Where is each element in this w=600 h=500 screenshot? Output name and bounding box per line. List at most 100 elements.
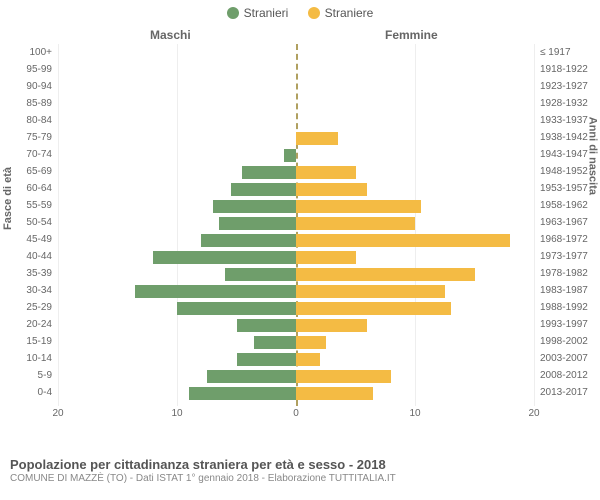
legend-label-female: Straniere: [325, 6, 374, 20]
y-label-birth: ≤ 1917: [540, 47, 600, 58]
legend-swatch-female: [308, 7, 320, 19]
bar-female: [296, 217, 415, 230]
y-label-age: 35-39: [7, 268, 52, 279]
bar-male: [254, 336, 296, 349]
x-tick-label: 10: [409, 408, 420, 419]
bar-male: [153, 251, 296, 264]
bar-male: [219, 217, 296, 230]
y-label-birth: 1988-1992: [540, 302, 600, 313]
bar-female: [296, 251, 356, 264]
heading-female: Femmine: [385, 28, 438, 42]
bar-female: [296, 370, 391, 383]
x-tick-label: 20: [52, 408, 63, 419]
y-label-age: 45-49: [7, 234, 52, 245]
bar-female: [296, 183, 367, 196]
age-row: [58, 165, 534, 180]
age-row: [58, 250, 534, 265]
age-row: [58, 301, 534, 316]
age-row: [58, 233, 534, 248]
y-label-birth: 1918-1922: [540, 64, 600, 75]
legend-label-male: Stranieri: [244, 6, 289, 20]
bar-male: [189, 387, 296, 400]
bar-male: [237, 353, 297, 366]
chart-container: Stranieri Straniere Maschi Femmine Fasce…: [0, 0, 600, 500]
y-label-age: 100+: [7, 47, 52, 58]
legend-item-male: Stranieri: [227, 6, 289, 20]
y-label-age: 90-94: [7, 81, 52, 92]
age-row: [58, 148, 534, 163]
y-label-age: 85-89: [7, 98, 52, 109]
bar-male: [207, 370, 296, 383]
y-label-age: 80-84: [7, 115, 52, 126]
y-label-age: 25-29: [7, 302, 52, 313]
bar-female: [296, 319, 367, 332]
y-label-age: 60-64: [7, 183, 52, 194]
bar-female: [296, 132, 338, 145]
x-tick-label: 0: [293, 408, 299, 419]
age-row: [58, 182, 534, 197]
bar-male: [237, 319, 297, 332]
age-row: [58, 335, 534, 350]
gridline: [534, 44, 535, 406]
legend-item-female: Straniere: [308, 6, 374, 20]
y-label-birth: 1963-1967: [540, 217, 600, 228]
y-label-birth: 1983-1987: [540, 285, 600, 296]
y-label-birth: 1993-1997: [540, 319, 600, 330]
bar-male: [225, 268, 296, 281]
age-row: [58, 131, 534, 146]
y-label-age: 70-74: [7, 149, 52, 160]
age-row: [58, 216, 534, 231]
x-tick-label: 10: [171, 408, 182, 419]
x-tick-label: 20: [528, 408, 539, 419]
y-label-birth: 1928-1932: [540, 98, 600, 109]
bar-male: [231, 183, 296, 196]
bar-female: [296, 285, 445, 298]
y-label-birth: 1958-1962: [540, 200, 600, 211]
y-label-birth: 2013-2017: [540, 387, 600, 398]
chart-footer: Popolazione per cittadinanza straniera p…: [10, 457, 590, 484]
bar-male: [242, 166, 296, 179]
y-label-birth: 2003-2007: [540, 353, 600, 364]
bar-female: [296, 387, 373, 400]
y-label-birth: 1998-2002: [540, 336, 600, 347]
y-label-age: 65-69: [7, 166, 52, 177]
age-row: [58, 352, 534, 367]
age-row: [58, 369, 534, 384]
age-row: [58, 63, 534, 78]
y-label-birth: 1933-1937: [540, 115, 600, 126]
bar-female: [296, 166, 356, 179]
y-label-birth: 1953-1957: [540, 183, 600, 194]
y-label-age: 10-14: [7, 353, 52, 364]
y-label-age: 20-24: [7, 319, 52, 330]
age-row: [58, 114, 534, 129]
age-row: [58, 318, 534, 333]
y-label-birth: 1968-1972: [540, 234, 600, 245]
bar-female: [296, 336, 326, 349]
y-label-birth: 1973-1977: [540, 251, 600, 262]
y-label-age: 30-34: [7, 285, 52, 296]
plot-area: 201001020100+≤ 191795-991918-192290-9419…: [58, 44, 534, 424]
bar-male: [135, 285, 296, 298]
bar-female: [296, 302, 451, 315]
heading-male: Maschi: [150, 28, 191, 42]
age-row: [58, 284, 534, 299]
bar-male: [284, 149, 296, 162]
y-label-birth: 1938-1942: [540, 132, 600, 143]
y-label-age: 75-79: [7, 132, 52, 143]
y-label-age: 5-9: [7, 370, 52, 381]
y-label-birth: 1923-1927: [540, 81, 600, 92]
bar-male: [177, 302, 296, 315]
y-label-birth: 2008-2012: [540, 370, 600, 381]
age-row: [58, 97, 534, 112]
chart-title: Popolazione per cittadinanza straniera p…: [10, 457, 590, 472]
y-label-birth: 1948-1952: [540, 166, 600, 177]
legend: Stranieri Straniere: [0, 0, 600, 22]
bar-female: [296, 353, 320, 366]
age-row: [58, 80, 534, 95]
y-label-age: 55-59: [7, 200, 52, 211]
y-label-birth: 1943-1947: [540, 149, 600, 160]
bar-female: [296, 234, 510, 247]
y-label-age: 40-44: [7, 251, 52, 262]
y-label-age: 50-54: [7, 217, 52, 228]
y-label-age: 0-4: [7, 387, 52, 398]
